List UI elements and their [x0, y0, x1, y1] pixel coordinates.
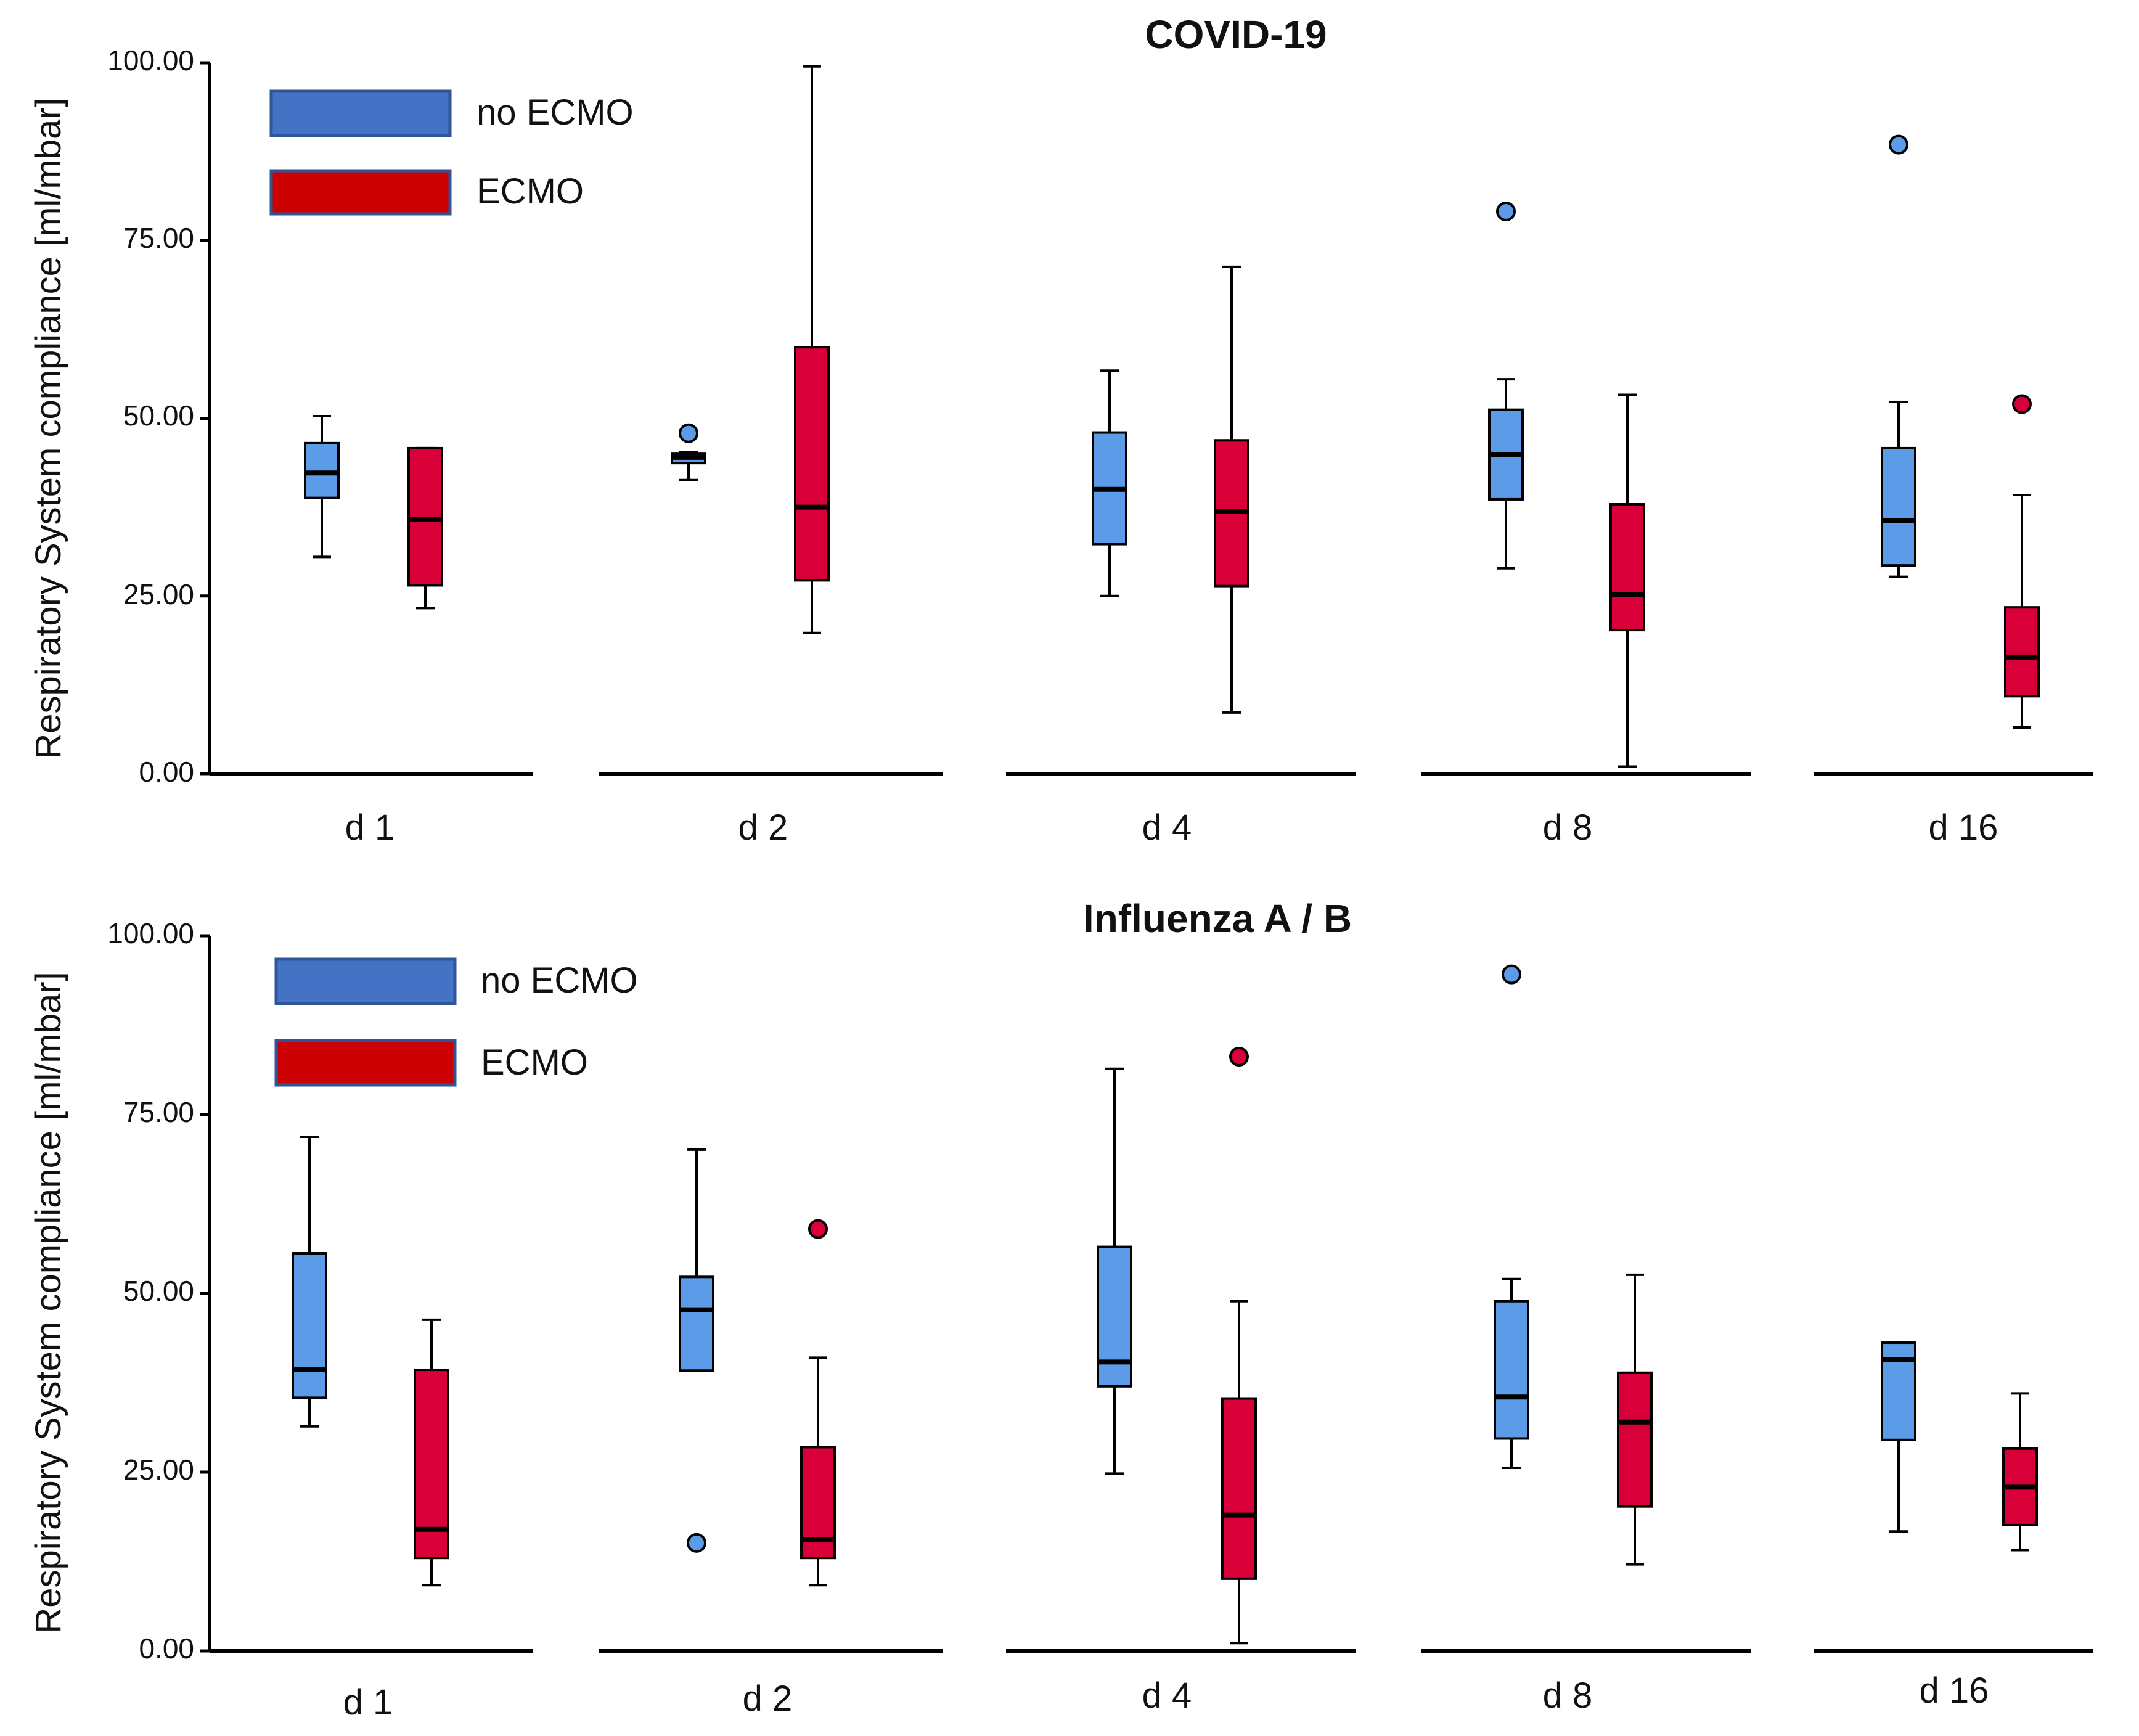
box-body	[1097, 1245, 1132, 1388]
x-category-label: d 16	[1929, 808, 1998, 848]
box-no-ecmo	[1881, 134, 1916, 578]
outlier-point	[1502, 964, 1521, 985]
y-tick-label: 100.00	[107, 917, 194, 949]
x-category-label: d 2	[738, 808, 788, 848]
box-ecmo	[1617, 1273, 1653, 1566]
panel-covid19: COVID-19 Respiratory System compliance […	[28, 12, 2093, 848]
x-category-label: d 1	[345, 808, 395, 848]
y-axis-label: Respiratory System compliance [ml/mbar]	[28, 972, 68, 1633]
box-body	[1221, 1397, 1257, 1580]
box-body	[414, 1369, 449, 1560]
legend-label-no-ecmo: no ECMO	[481, 960, 638, 1001]
box-no-ecmo	[679, 1148, 714, 1553]
chart-title: COVID-19	[1145, 12, 1327, 57]
box-ecmo	[800, 1219, 836, 1587]
box-no-ecmo	[1488, 201, 1524, 570]
outlier-point	[1496, 201, 1516, 221]
box-body	[304, 441, 340, 499]
legend-swatch-ecmo	[269, 169, 452, 216]
y-tick-label: 75.00	[123, 1096, 194, 1128]
box-no-ecmo	[304, 415, 340, 559]
box-no-ecmo	[1494, 964, 1529, 1470]
box-ecmo	[1609, 393, 1645, 768]
legend-swatch-no-ecmo	[274, 957, 457, 1005]
y-axis-label: Respiratory System compliance [ml/mbar]	[28, 97, 68, 759]
box-body	[407, 446, 443, 587]
box-ecmo	[794, 65, 830, 634]
box-ecmo	[407, 446, 443, 610]
y-tick-label: 25.00	[123, 578, 194, 610]
box-body	[292, 1252, 327, 1399]
box-no-ecmo	[1097, 1067, 1132, 1475]
box-ecmo	[2002, 1392, 2038, 1552]
chart-title: Influenza A / B	[1083, 896, 1352, 941]
legend-label-no-ecmo: no ECMO	[476, 92, 634, 133]
legend-label-ecmo: ECMO	[476, 171, 584, 211]
box-body	[1881, 446, 1916, 567]
box-body	[1881, 1341, 1916, 1441]
x-category-label: d 2	[743, 1679, 793, 1719]
x-category-label: d 1	[343, 1682, 393, 1722]
box-body	[679, 1275, 714, 1372]
box-body	[794, 346, 830, 582]
y-tick-label: 50.00	[123, 399, 194, 432]
y-tick-label: 0.00	[139, 756, 194, 788]
box-ecmo	[1221, 1047, 1257, 1645]
outlier-point	[2012, 394, 2032, 414]
legend-swatch-no-ecmo	[269, 89, 452, 137]
x-category-label: d 4	[1142, 1676, 1192, 1716]
y-tick-label: 100.00	[107, 44, 194, 76]
panel-influenza: Influenza A / B Respiratory System compl…	[28, 896, 2093, 1722]
y-tick-label: 75.00	[123, 222, 194, 254]
outlier-point	[1889, 134, 1908, 155]
box-body	[1609, 503, 1645, 632]
y-tick-label: 50.00	[123, 1275, 194, 1307]
outlier-point	[687, 1533, 706, 1553]
legend-swatch-ecmo	[274, 1039, 457, 1087]
y-tick-label: 25.00	[123, 1454, 194, 1486]
x-category-label: d 4	[1142, 808, 1192, 848]
x-category-label: d 8	[1543, 1676, 1593, 1716]
x-category-label: d 8	[1543, 808, 1593, 848]
box-ecmo	[414, 1318, 449, 1587]
y-tick-label: 0.00	[139, 1632, 194, 1664]
box-no-ecmo	[1092, 369, 1127, 597]
outlier-point	[808, 1219, 828, 1239]
outlier-point	[679, 423, 698, 443]
box-body	[1617, 1371, 1653, 1508]
box-body	[1494, 1300, 1529, 1440]
legend-label-ecmo: ECMO	[481, 1042, 588, 1083]
box-no-ecmo	[671, 423, 706, 481]
box-body	[2004, 606, 2040, 698]
box-no-ecmo	[1881, 1341, 1916, 1533]
outlier-point	[1229, 1047, 1249, 1067]
x-category-label: d 16	[1920, 1671, 1989, 1711]
box-no-ecmo	[292, 1135, 327, 1428]
box-ecmo	[2004, 394, 2040, 729]
box-ecmo	[1214, 265, 1249, 714]
